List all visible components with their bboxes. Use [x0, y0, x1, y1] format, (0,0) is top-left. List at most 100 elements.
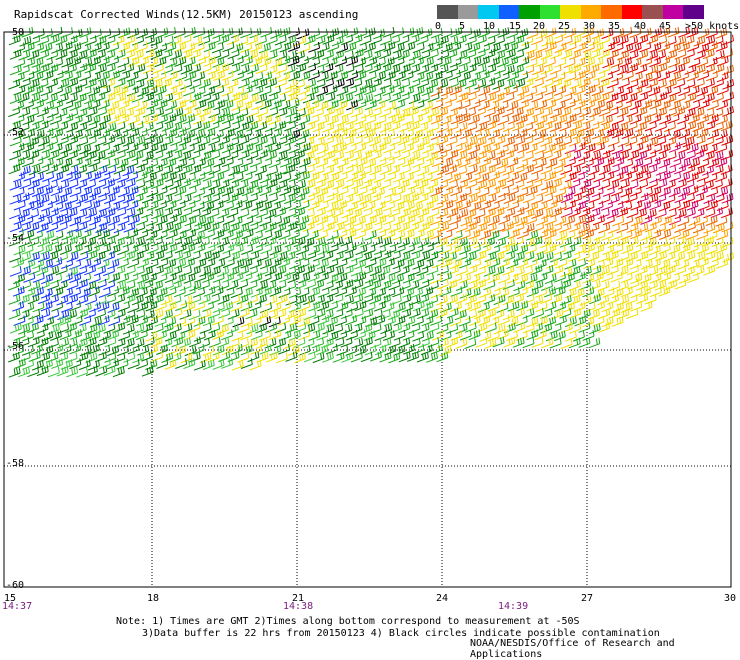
wind-barb [49, 114, 62, 125]
wind-barb [606, 48, 619, 60]
wind-barb [164, 113, 177, 125]
wind-barb [104, 352, 117, 363]
wind-barb [382, 156, 395, 168]
wind-barb [304, 50, 317, 62]
wind-barb [160, 294, 173, 306]
wind-barb [41, 273, 53, 285]
wind-barb [579, 106, 591, 118]
wind-barb [479, 199, 492, 211]
wind-barb [563, 243, 576, 255]
wind-barb [240, 300, 253, 312]
wind-barb [506, 84, 518, 96]
wind-barb [711, 35, 724, 47]
wind-barb [61, 56, 74, 68]
wind-barb [173, 286, 186, 298]
wind-barb [169, 179, 182, 190]
wind-barb [592, 142, 605, 153]
wind-barb [217, 294, 230, 305]
wind-barb [541, 222, 554, 234]
wind-barb [232, 113, 245, 125]
wind-barb [370, 350, 382, 362]
wind-barb [370, 309, 383, 321]
wind-barb [703, 223, 716, 234]
wind-barb [544, 228, 557, 240]
wind-barb [202, 100, 215, 112]
wind-barb [531, 34, 543, 46]
wind-barb [437, 221, 450, 233]
wind-barb [132, 79, 145, 90]
wind-barb [591, 186, 604, 198]
wind-barb [516, 28, 529, 39]
wind-barb [620, 142, 632, 154]
wind-barb [560, 266, 573, 278]
wind-barb [183, 329, 196, 341]
wind-barb [174, 56, 187, 67]
wind-barb [455, 222, 468, 233]
wind-barb [446, 149, 459, 160]
wind-barb [465, 136, 478, 148]
wind-barb [331, 280, 343, 291]
wind-barb [194, 258, 207, 269]
wind-barb [582, 41, 595, 53]
wind-barb [342, 136, 355, 147]
wind-barb [76, 251, 89, 262]
wind-barb [582, 273, 595, 284]
wind-barb [76, 193, 89, 205]
notes: Note: 1) Times are GMT 2)Times along bot… [116, 616, 660, 640]
wind-barb [98, 158, 111, 170]
wind-barb [693, 236, 706, 248]
wind-barb [583, 143, 596, 154]
wind-barb [436, 35, 449, 46]
wind-barb [674, 236, 687, 247]
wind-barb [515, 128, 528, 139]
wind-barb [31, 199, 44, 211]
wind-barb [50, 257, 63, 268]
wind-barb [230, 215, 243, 227]
wind-barb [449, 172, 461, 184]
wind-barb [408, 337, 421, 349]
wind-barb [240, 344, 253, 356]
wind-barb [8, 367, 21, 378]
wind-barb [648, 244, 661, 256]
wind-barb [503, 48, 516, 60]
wind-barb [264, 221, 277, 233]
wind-barb [655, 265, 668, 277]
wind-barb [702, 235, 715, 247]
wind-barb [506, 316, 519, 328]
wind-barb [417, 337, 430, 349]
wind-barb [607, 294, 619, 305]
wind-barb [412, 272, 425, 283]
wind-barb [17, 192, 30, 204]
wind-barb [522, 164, 535, 175]
wind-barb [378, 309, 391, 321]
wind-barb [46, 163, 58, 175]
wind-barb [416, 351, 429, 363]
wind-barb [335, 286, 348, 297]
wind-barb [308, 300, 321, 312]
wind-barb [50, 330, 62, 341]
wind-barb [458, 113, 471, 124]
wind-barb [8, 78, 21, 90]
wind-barb [270, 171, 283, 183]
wind-barb [601, 316, 614, 328]
wind-barb [412, 56, 424, 68]
wind-barb [340, 336, 353, 348]
wind-barb [602, 128, 615, 139]
wind-barb [127, 302, 140, 314]
wind-barb [379, 236, 392, 248]
wind-barb [221, 156, 234, 168]
wind-barb [69, 199, 82, 211]
wind-barb [302, 106, 315, 118]
wind-barb [412, 172, 425, 183]
wind-barb [350, 150, 363, 162]
wind-barb [559, 222, 572, 233]
wind-barb [351, 48, 364, 60]
wind-barb [123, 178, 136, 189]
wind-barb [165, 100, 177, 111]
wind-barb [113, 293, 126, 305]
wind-barb [673, 78, 686, 89]
wind-barb [692, 222, 705, 234]
wind-barb [237, 265, 249, 276]
wind-barb [122, 338, 135, 349]
wind-barb [95, 79, 107, 90]
